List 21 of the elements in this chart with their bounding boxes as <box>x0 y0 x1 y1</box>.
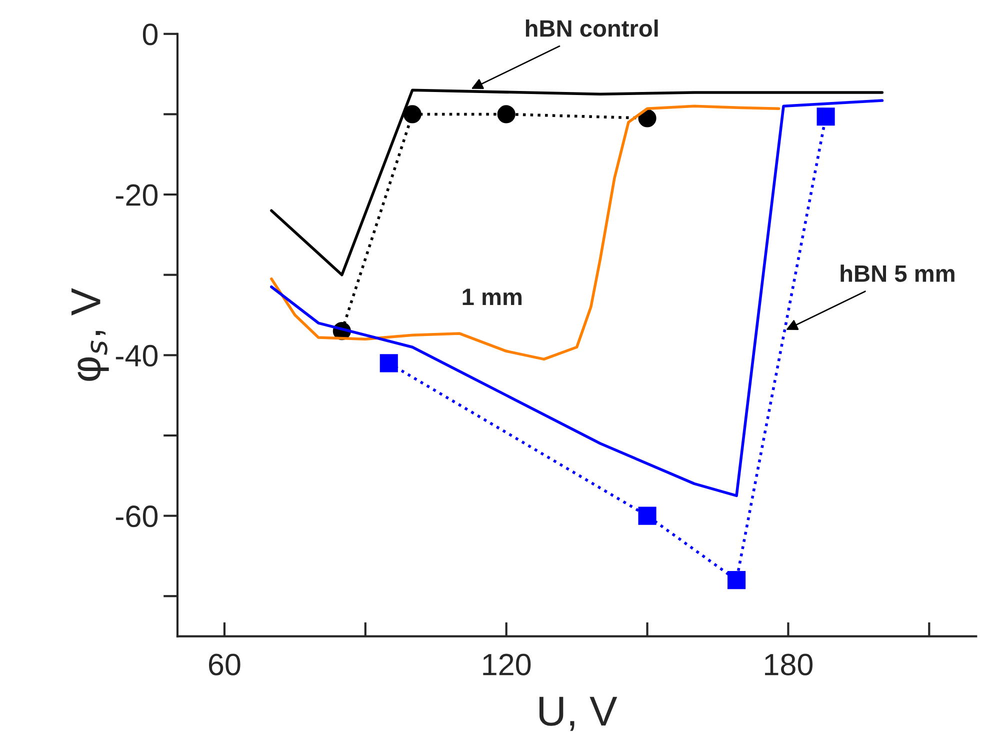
point <box>497 105 516 124</box>
x-tick-label: 180 <box>765 654 813 676</box>
y-tick-label: 0 <box>142 24 158 46</box>
annotation: 1 mm <box>462 288 522 306</box>
y-tick-label: -40 <box>116 344 158 367</box>
x-axis-title: U, V <box>540 696 618 731</box>
y-tick-label: -60 <box>116 506 158 528</box>
point <box>380 354 398 372</box>
y-axis-title: φ$_{s}$, V <box>72 288 109 381</box>
point <box>403 105 422 124</box>
x-tick-label: 60 <box>209 654 240 676</box>
point <box>728 571 746 590</box>
y-tick-label: -20 <box>116 184 158 206</box>
x-tick-label: 120 <box>483 654 531 676</box>
point <box>638 109 656 128</box>
line-series <box>270 104 780 361</box>
point <box>638 506 656 525</box>
line-series <box>270 99 884 498</box>
annotation: hBN 5 mm <box>840 264 954 282</box>
annotation: hBN control <box>526 19 658 37</box>
point <box>816 108 835 126</box>
